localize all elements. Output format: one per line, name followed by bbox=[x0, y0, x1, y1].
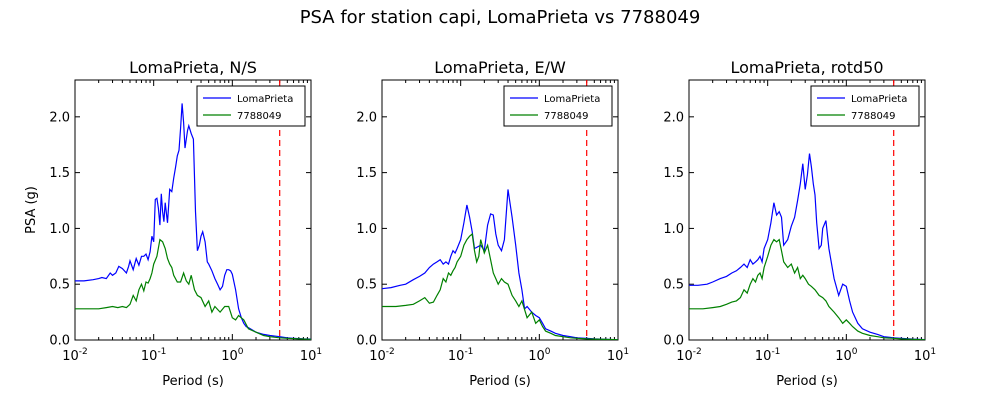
chart-title: LomaPrieta, E/W bbox=[434, 58, 566, 77]
y-tick-label: 1.0 bbox=[663, 222, 684, 237]
chart-title: LomaPrieta, rotd50 bbox=[730, 58, 883, 77]
legend: LomaPrieta 7788049 bbox=[503, 85, 613, 127]
x-tick-label: 101 bbox=[300, 347, 322, 364]
x-tick-label-exponent: -1 bbox=[464, 347, 473, 357]
x-axis-label: Period (s) bbox=[469, 374, 531, 389]
series-line-7788049 bbox=[382, 232, 618, 340]
x-tick-label-exponent: -1 bbox=[771, 347, 780, 357]
series-line-LomaPrieta bbox=[75, 103, 311, 340]
x-tick-label: 101 bbox=[607, 347, 629, 364]
x-axis-label: Period (s) bbox=[162, 374, 224, 389]
legend-box bbox=[810, 85, 920, 127]
legend-label: LomaPrieta bbox=[544, 94, 600, 105]
x-tick-label-base: 10 bbox=[755, 349, 772, 364]
y-tick-label: 0.0 bbox=[356, 334, 377, 349]
x-tick-label-exponent: 0 bbox=[238, 347, 244, 357]
x-tick-label: 10-1 bbox=[755, 347, 781, 364]
series-line-7788049 bbox=[689, 238, 925, 340]
x-tick-label-base: 10 bbox=[835, 349, 852, 364]
legend-label: 7788049 bbox=[237, 111, 282, 122]
y-tick-label: 2.0 bbox=[49, 110, 70, 125]
figure-title: PSA for station capi, LomaPrieta vs 7788… bbox=[300, 7, 701, 28]
x-tick-label-base: 10 bbox=[221, 349, 238, 364]
x-tick-label-exponent: 1 bbox=[930, 347, 936, 357]
x-axis-label: Period (s) bbox=[776, 374, 838, 389]
y-tick-label: 1.5 bbox=[356, 166, 377, 181]
y-tick-label: 0.0 bbox=[49, 334, 70, 349]
x-tick-label: 100 bbox=[528, 347, 551, 364]
y-tick-label: 1.0 bbox=[49, 222, 70, 237]
x-tick-label: 10-1 bbox=[448, 347, 474, 364]
y-axis-label: PSA (g) bbox=[24, 186, 39, 234]
x-tick-label-base: 10 bbox=[528, 349, 545, 364]
x-tick-label-exponent: 0 bbox=[852, 347, 858, 357]
x-tick-label-base: 10 bbox=[141, 349, 158, 364]
x-tick-label: 100 bbox=[221, 347, 244, 364]
x-tick-label-exponent: 0 bbox=[545, 347, 551, 357]
legend: LomaPrieta 7788049 bbox=[810, 85, 920, 127]
x-tick-label-exponent: 1 bbox=[623, 347, 629, 357]
y-tick-label: 0.5 bbox=[356, 278, 377, 293]
x-tick-label: 10-2 bbox=[369, 347, 395, 364]
x-tick-label: 10-2 bbox=[676, 347, 702, 364]
y-tick-label: 2.0 bbox=[356, 110, 377, 125]
chart-title: LomaPrieta, N/S bbox=[129, 58, 257, 77]
y-tick-label: 2.0 bbox=[663, 110, 684, 125]
y-tick-label: 0.5 bbox=[663, 278, 684, 293]
x-tick-label-base: 10 bbox=[914, 349, 931, 364]
x-tick-label-base: 10 bbox=[607, 349, 624, 364]
chart-panel-3: LomaPrieta, rotd50 Period (s) 0.0 0.5 1.0 1.5… bbox=[663, 58, 936, 389]
y-tick-label: 0.0 bbox=[663, 334, 684, 349]
y-tick-label: 1.5 bbox=[663, 166, 684, 181]
x-tick-label-base: 10 bbox=[448, 349, 465, 364]
x-tick-label: 100 bbox=[835, 347, 858, 364]
x-tick-label-exponent: -2 bbox=[693, 347, 702, 357]
legend: LomaPrieta 7788049 bbox=[196, 85, 306, 127]
legend-label: 7788049 bbox=[851, 111, 896, 122]
x-tick-label: 10-2 bbox=[62, 347, 88, 364]
chart-panel-2: LomaPrieta, E/W Period (s) 0.0 0.5 1.0 1.5 2.0… bbox=[356, 58, 629, 389]
series-line-LomaPrieta bbox=[382, 189, 618, 340]
x-tick-label-base: 10 bbox=[300, 349, 317, 364]
x-tick-label-exponent: 1 bbox=[316, 347, 322, 357]
x-tick-label-base: 10 bbox=[369, 349, 386, 364]
legend-box bbox=[503, 85, 613, 127]
x-tick-label: 101 bbox=[914, 347, 936, 364]
x-tick-label: 10-1 bbox=[141, 347, 167, 364]
legend-label: LomaPrieta bbox=[851, 94, 907, 105]
x-tick-label-exponent: -2 bbox=[79, 347, 88, 357]
y-tick-label: 1.0 bbox=[356, 222, 377, 237]
legend-label: 7788049 bbox=[544, 111, 589, 122]
legend-label: LomaPrieta bbox=[237, 94, 293, 105]
legend-box bbox=[196, 85, 306, 127]
chart-panel-1: LomaPrieta, N/S Period (s) PSA (g) 0.0 0.5 1.… bbox=[24, 58, 322, 389]
x-tick-label-base: 10 bbox=[62, 349, 79, 364]
x-tick-label-exponent: -2 bbox=[386, 347, 395, 357]
y-tick-label: 1.5 bbox=[49, 166, 70, 181]
series-line-LomaPrieta bbox=[689, 153, 925, 340]
x-tick-label-exponent: -1 bbox=[157, 347, 166, 357]
y-tick-label: 0.5 bbox=[49, 278, 70, 293]
x-tick-label-base: 10 bbox=[676, 349, 693, 364]
series-line-7788049 bbox=[75, 238, 311, 340]
